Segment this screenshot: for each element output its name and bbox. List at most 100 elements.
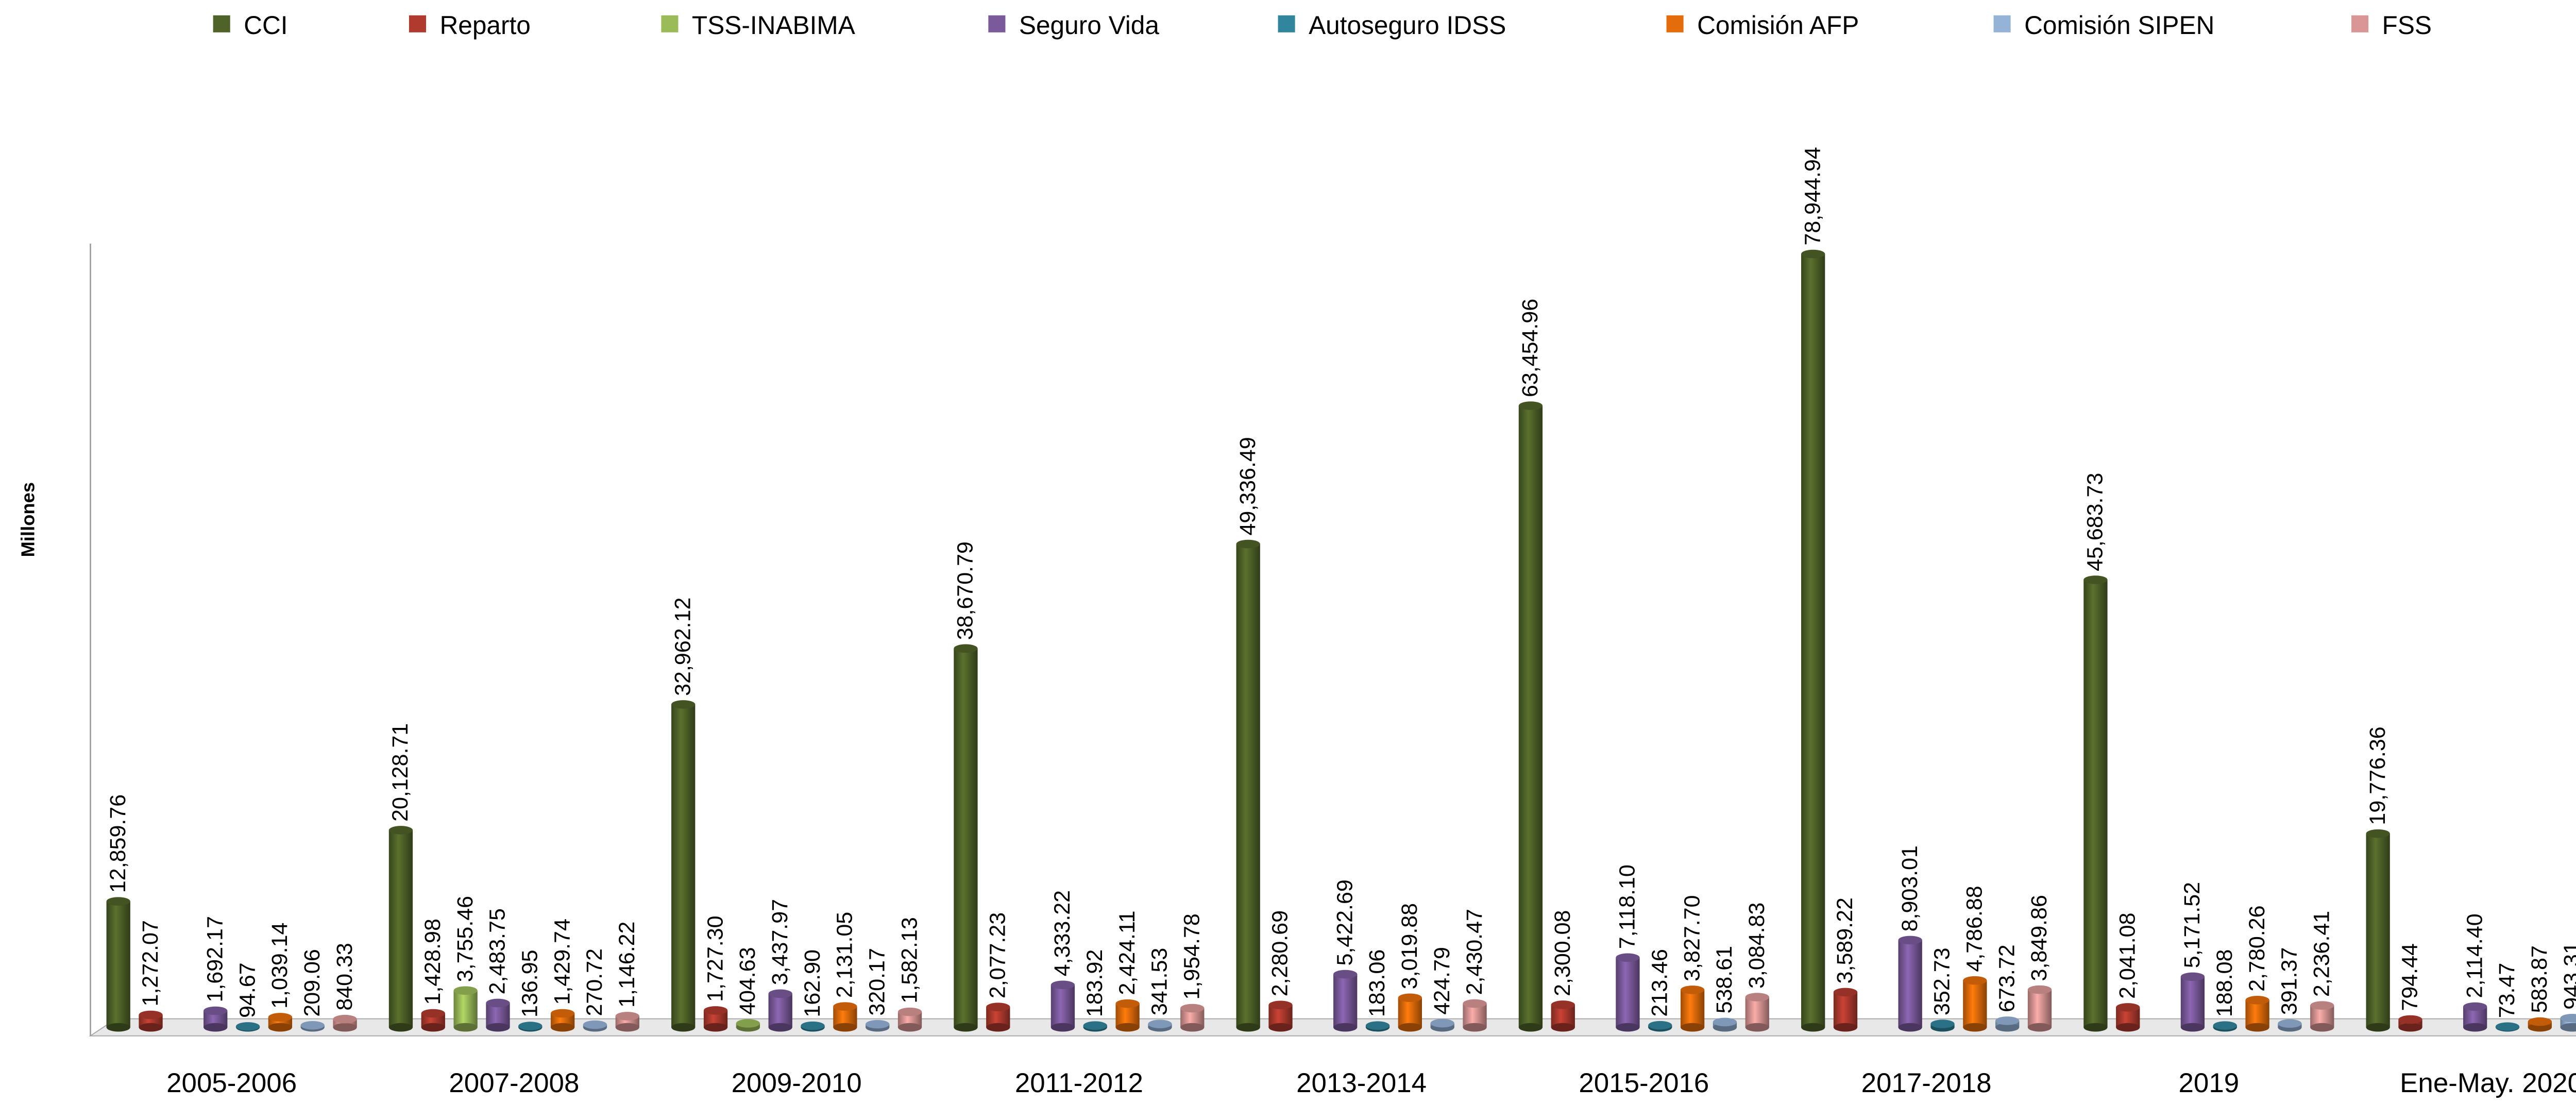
bar-top [2245,996,2269,1005]
data-label: 49,336.49 [1235,437,1260,535]
bar-top [1616,953,1640,962]
bar-top [833,1002,857,1011]
data-label: 424.79 [1430,947,1454,1014]
bar-top [703,1006,728,1015]
bar-base [615,1023,639,1032]
bar [1963,980,1987,1028]
legend-swatch [1666,15,1684,32]
bar-top [583,1020,607,1029]
bar-top [388,826,413,835]
data-label: 20,128.71 [388,723,413,822]
bar-base [1551,1023,1575,1032]
bar [1398,997,1422,1028]
data-label: 38,670.79 [953,541,978,640]
bar-top [106,897,130,906]
bar-base [1050,1023,1075,1032]
data-label: 162.90 [800,949,825,1017]
bar-top [1463,999,1487,1008]
bar-top [615,1012,639,1021]
bar-top [139,1010,163,1020]
bar-base [2560,1023,2576,1032]
bar-base [2245,1023,2269,1032]
bar-base [671,1023,696,1032]
data-label: 673.72 [1994,944,2019,1012]
bar-base [333,1023,357,1032]
bar [1801,253,1825,1028]
data-label: 1,582.13 [897,917,922,1003]
data-label: 1,039.14 [267,923,292,1009]
bar-top [2116,1003,2140,1012]
bar-base [986,1023,1010,1032]
data-label: 583.87 [2527,945,2552,1013]
data-label: 3,019.88 [1397,903,1422,989]
data-label: 3,437.97 [768,899,792,985]
bar-top [1648,1021,1672,1030]
legend-label: TSS-INABIMA [692,11,855,40]
bar-top [2083,575,2108,584]
data-label: 2,300.08 [1550,910,1575,996]
data-label: 63,454.96 [1518,299,1543,397]
x-tick-label: 2009-2010 [732,1068,862,1098]
legend-label: Comisión AFP [1697,11,1859,40]
bar-top [333,1014,357,1024]
bar-base [1616,1023,1640,1032]
x-tick-label: 2017-2018 [1861,1068,1992,1098]
data-label: 2,114.40 [2462,913,2487,998]
data-label: 8,903.01 [1897,845,1922,931]
bar [2180,976,2205,1028]
data-label: 341.53 [1147,948,1172,1015]
bar-base [1518,1023,1543,1032]
legend-swatch [409,15,427,32]
bar-base [453,1023,478,1032]
x-tick-label: 2005-2006 [166,1068,297,1098]
bar-top [1180,1004,1205,1013]
bar [1616,957,1640,1028]
bar-base [1745,1023,1769,1032]
data-label: 94.67 [235,962,260,1018]
bar-base [486,1023,510,1032]
bar-top [2310,1001,2334,1010]
data-label: 183.06 [1365,949,1389,1017]
data-label: 2,041.08 [2115,913,2140,999]
bar-top [1801,249,1825,259]
y-axis-label: Millones [17,482,38,557]
data-label: 3,849.86 [2027,895,2052,981]
bar [768,993,792,1028]
bar-base [1115,1023,1140,1032]
bar-base [1680,1023,1705,1032]
bar-top [2398,1015,2422,1024]
data-label: 183.92 [1082,949,1107,1017]
bar-top [1930,1020,1955,1028]
legend-label: Reparto [439,11,530,40]
bar-base [2083,1023,2108,1032]
data-label: 2,077.23 [986,912,1010,998]
data-label: 3,755.46 [453,896,478,982]
data-label: 1,429.74 [550,919,574,1005]
bar-base [1398,1023,1422,1032]
data-label: 2,424.11 [1115,910,1140,995]
bar-base [2310,1023,2334,1032]
bar-base [2463,1023,2487,1032]
bar-top [1995,1016,2020,1025]
bar-base [2116,1023,2140,1032]
bar-top [268,1013,293,1022]
data-label: 2,236.41 [2309,911,2334,997]
bar-top [2528,1017,2552,1026]
bar [2083,580,2108,1028]
bar-top [1833,988,1858,997]
bar-top [453,986,478,995]
bar-base [1833,1023,1858,1032]
bar-base [2180,1023,2205,1032]
bar [106,901,130,1028]
bar-top [2560,1013,2576,1023]
data-label: 1,146.22 [615,922,639,1008]
data-label: 4,333.22 [1050,890,1075,976]
bar-top [1963,976,1987,985]
bar [1898,940,1922,1028]
bar-top [300,1021,325,1030]
bar-top [897,1007,922,1016]
data-label: 188.08 [2212,949,2237,1017]
legend-swatch [988,15,1006,32]
data-label: 5,422.69 [1332,879,1357,965]
bar-base [106,1023,130,1032]
